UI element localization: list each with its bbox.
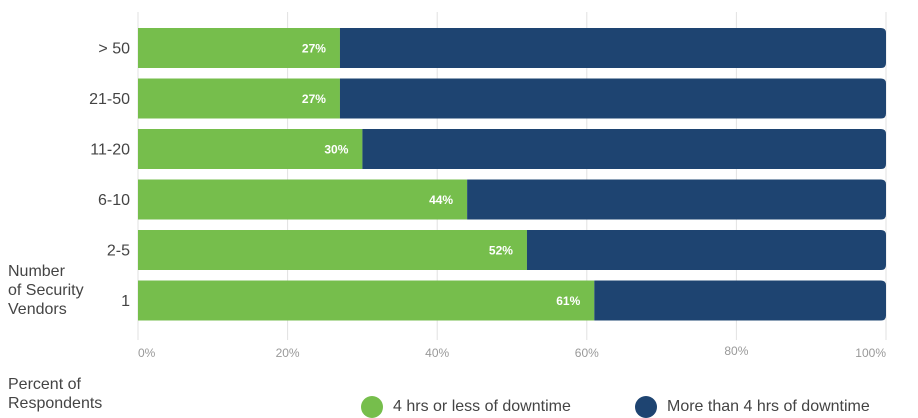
- x-tick-label-100: 100%: [855, 346, 886, 360]
- legend-label-green: 4 hrs or less of downtime: [393, 398, 571, 415]
- bar-segment-green-3: [138, 179, 468, 220]
- legend-label-navy: More than 4 hrs of downtime: [667, 398, 870, 415]
- legend-swatch-navy: [635, 396, 657, 418]
- bar-segment-green-1: [138, 78, 340, 119]
- data-label-2: 30%: [324, 143, 348, 157]
- x-axis-title-line-1: Percent of: [8, 376, 81, 393]
- x-tick-label-0: 0%: [138, 346, 156, 360]
- bar-segment-navy-5: [594, 280, 886, 321]
- category-label-4: 2-5: [107, 243, 130, 260]
- legend-swatch-green: [361, 396, 383, 418]
- x-tick-label-60: 60%: [575, 346, 599, 360]
- bar-segment-green-0: [138, 28, 340, 68]
- bar-segment-navy-0: [339, 28, 887, 68]
- y-axis-title: Number of Security Vendors: [8, 262, 84, 319]
- y-axis-title-line-3: Vendors: [8, 301, 67, 318]
- bar-segment-green-2: [138, 129, 363, 169]
- category-label-2: 11-20: [90, 142, 130, 159]
- category-label-5: 1: [121, 293, 130, 310]
- category-label-0: > 50: [98, 41, 130, 58]
- x-axis-title-line-2: Respondents: [8, 395, 103, 412]
- bar-segment-navy-4: [526, 230, 886, 270]
- legend-item-navy: More than 4 hrs of downtime: [635, 396, 870, 418]
- legend-item-green: 4 hrs or less of downtime: [361, 396, 571, 418]
- bar-segment-navy-2: [362, 129, 886, 169]
- data-label-0: 27%: [302, 42, 326, 56]
- bar-segment-green-5: [138, 280, 595, 321]
- category-label-1: 21-50: [89, 91, 130, 108]
- data-label-3: 44%: [429, 193, 453, 207]
- x-tick-label-40: 40%: [425, 346, 449, 360]
- bar-segment-navy-1: [339, 78, 887, 119]
- x-tick-label-80: 80%: [724, 344, 748, 358]
- category-label-3: 6-10: [98, 192, 130, 209]
- x-axis-title: Percent of Respondents: [8, 375, 102, 413]
- bar-segment-green-4: [138, 230, 527, 270]
- data-label-1: 27%: [302, 92, 326, 106]
- data-label-4: 52%: [489, 244, 513, 258]
- y-axis-title-line-2: of Security: [8, 282, 84, 299]
- bar-segment-navy-3: [467, 179, 886, 220]
- data-label-5: 61%: [556, 294, 580, 308]
- x-tick-label-20: 20%: [276, 346, 300, 360]
- y-axis-title-line-1: Number: [8, 263, 65, 280]
